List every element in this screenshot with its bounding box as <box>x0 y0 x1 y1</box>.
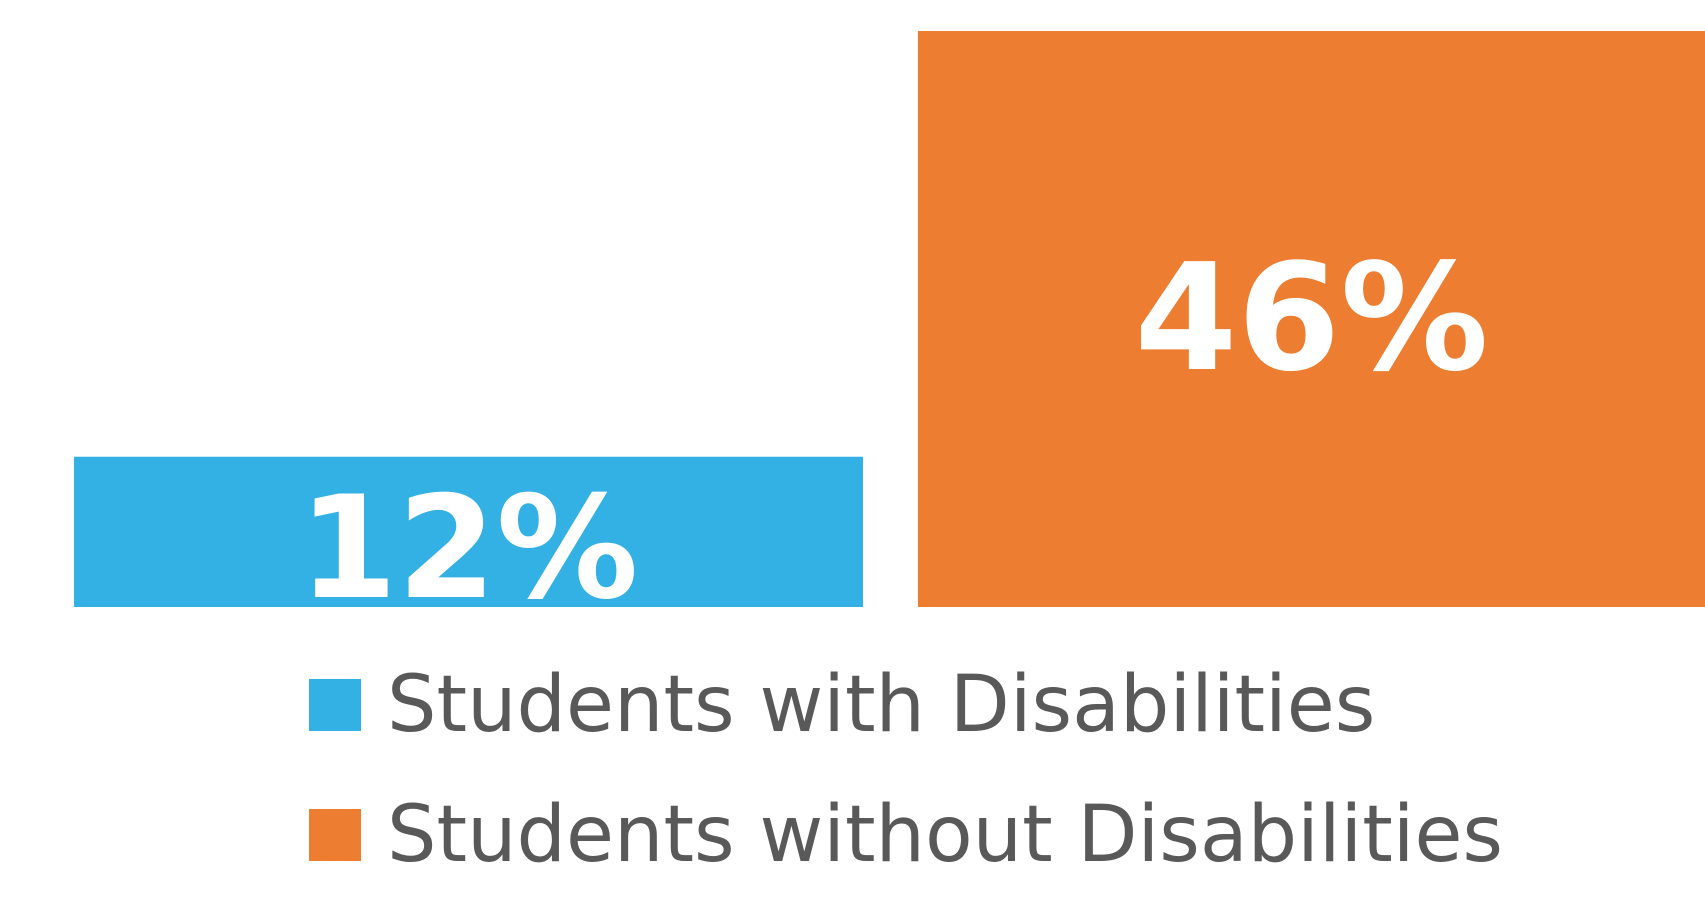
legend-swatch-without-disabilities <box>309 809 361 861</box>
legend-item-without-disabilities: Students without Disabilities <box>309 770 1503 900</box>
legend-swatch-with-disabilities <box>309 679 361 731</box>
bar-students-without-disabilities <box>918 31 1705 607</box>
data-label-students-with-disabilities: 12% <box>299 466 639 631</box>
chart-legend: Students with Disabilities Students with… <box>309 640 1503 900</box>
bar-students-with-disabilities <box>74 456 863 607</box>
data-label-students-without-disabilities: 46% <box>1134 232 1488 404</box>
legend-item-with-disabilities: Students with Disabilities <box>309 640 1503 770</box>
legend-label-with-disabilities: Students with Disabilities <box>387 660 1376 750</box>
bar-chart: 12% 46% <box>74 31 1705 631</box>
legend-label-without-disabilities: Students without Disabilities <box>387 790 1504 880</box>
